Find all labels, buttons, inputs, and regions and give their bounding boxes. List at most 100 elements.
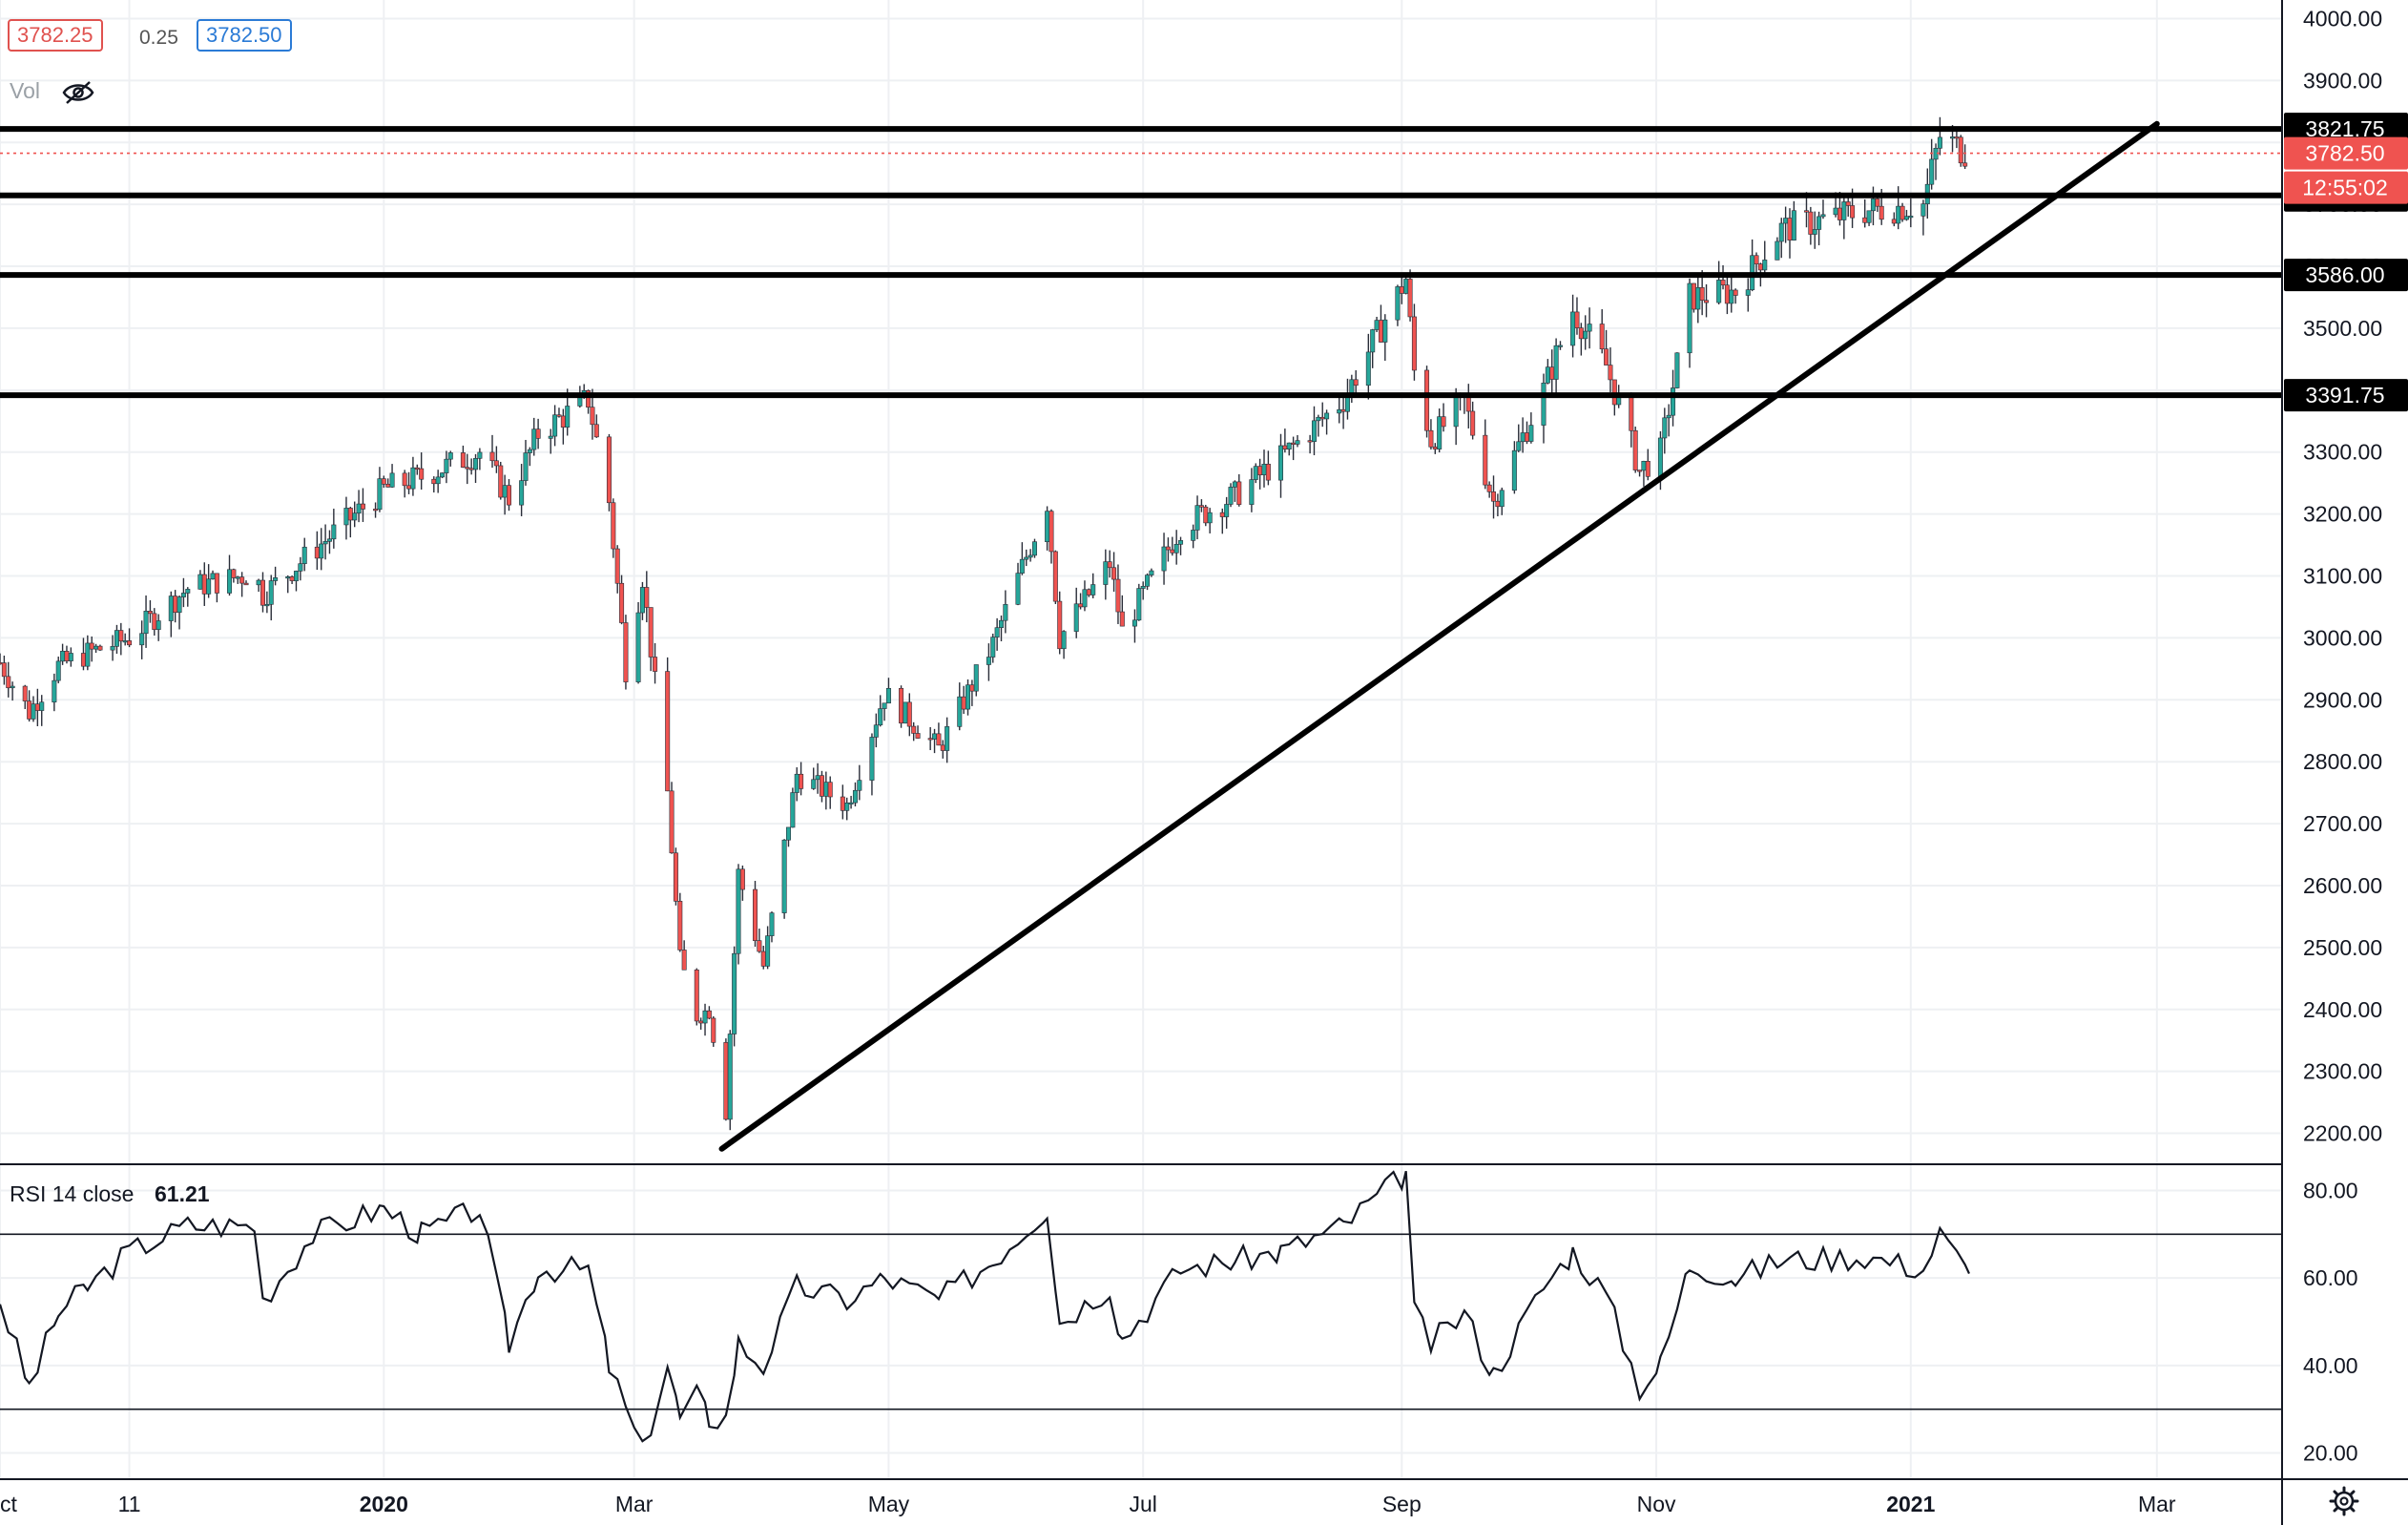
- horizontal-levels[interactable]: [0, 126, 2282, 399]
- candle-body: [1249, 479, 1255, 505]
- candle-body: [1716, 280, 1722, 303]
- candle-body: [1950, 136, 1956, 139]
- candle-body: [1929, 158, 1935, 185]
- candle-body: [1578, 327, 1584, 340]
- candle-body: [444, 458, 449, 473]
- candle-body: [477, 451, 483, 459]
- candle-body: [239, 576, 245, 584]
- candle-body: [1775, 240, 1780, 261]
- candle-body: [31, 703, 36, 720]
- candle-body: [1277, 445, 1283, 481]
- candle-body: [677, 901, 683, 951]
- candle-body: [1762, 260, 1768, 271]
- candle-body: [1486, 484, 1492, 492]
- candle-body: [882, 702, 887, 709]
- trendline[interactable]: [718, 120, 2160, 1152]
- time-tick-label: Nov: [1637, 1492, 1676, 1516]
- candle-body: [1545, 366, 1550, 384]
- candle-body: [1119, 611, 1125, 627]
- candle-body: [1908, 216, 1914, 219]
- candle-body: [1791, 210, 1796, 240]
- candle-body: [945, 726, 950, 751]
- candle-body: [1962, 162, 1968, 167]
- candle-body: [1891, 219, 1897, 224]
- candle-body: [711, 1017, 716, 1043]
- candle-body: [1316, 416, 1321, 422]
- candle-body: [97, 645, 103, 651]
- candle-body: [565, 406, 571, 428]
- candle-body: [1411, 316, 1417, 371]
- candle-body: [1803, 210, 1809, 213]
- candle-body: [1629, 396, 1634, 431]
- price-tick-label: 2300.00: [2303, 1059, 2382, 1084]
- candle-body: [994, 627, 1000, 637]
- candle-body: [973, 664, 979, 692]
- candle-body: [857, 780, 862, 791]
- rsi-tick-label: 40.00: [2303, 1353, 2358, 1378]
- candle-body: [1841, 201, 1847, 220]
- candle-body: [214, 573, 219, 594]
- candle-body: [619, 582, 625, 623]
- candle-body: [899, 687, 904, 724]
- candle-body: [1879, 205, 1884, 220]
- candle-body: [915, 733, 921, 739]
- candle-body: [1866, 210, 1872, 223]
- bid-price[interactable]: 3782.25: [8, 19, 103, 52]
- candle-body: [706, 1010, 712, 1019]
- candle-body: [1198, 505, 1204, 508]
- candle-body: [1632, 429, 1638, 470]
- ask-price[interactable]: 3782.50: [197, 19, 292, 52]
- gear-icon[interactable]: [2328, 1485, 2360, 1517]
- candle-body: [852, 789, 858, 804]
- rsi-tick-label: 80.00: [2303, 1179, 2358, 1203]
- level-badge-bg: [2284, 379, 2408, 412]
- time-tick-label: Oct: [0, 1492, 17, 1516]
- candle-body: [694, 969, 699, 1022]
- candle-body: [519, 480, 525, 506]
- candle-body: [1370, 329, 1376, 353]
- trendline-group[interactable]: [718, 120, 2160, 1152]
- candle-body: [1048, 511, 1054, 553]
- candle-body: [932, 733, 938, 740]
- candle-body: [1637, 470, 1643, 472]
- candle-body: [1073, 603, 1079, 632]
- candle-body: [493, 460, 499, 467]
- candle-body: [1570, 311, 1576, 346]
- candle-body: [757, 940, 762, 952]
- candle-body: [1140, 586, 1146, 589]
- candle-body: [1136, 588, 1142, 621]
- candle-body: [965, 684, 971, 710]
- candle-body: [1495, 500, 1501, 508]
- last-price-badge: 3782.50: [2305, 141, 2384, 166]
- candle-body: [753, 888, 758, 941]
- candle-body: [1745, 289, 1751, 296]
- candle-body: [1583, 330, 1588, 340]
- candle-body: [1754, 255, 1759, 264]
- candle-body: [736, 868, 741, 954]
- candle-body: [961, 696, 966, 710]
- candle-body: [1441, 416, 1446, 428]
- candle-body: [1666, 414, 1671, 419]
- candle-body: [322, 541, 328, 545]
- candle-body: [1812, 229, 1817, 235]
- candle-body: [1219, 512, 1225, 517]
- rsi-label: RSI 14 close: [10, 1181, 135, 1206]
- candle-body: [732, 952, 737, 1034]
- candle-body: [1671, 387, 1676, 416]
- candle-body: [440, 472, 446, 478]
- eye-off-icon[interactable]: [61, 80, 95, 105]
- candle-body: [1699, 287, 1705, 301]
- candle-body: [590, 407, 595, 426]
- candle-body: [1324, 412, 1330, 420]
- candle-body: [681, 950, 687, 971]
- candle-body: [1257, 466, 1263, 475]
- candle-body: [885, 687, 891, 704]
- candle-body: [1, 662, 7, 678]
- candle-body: [1236, 481, 1242, 505]
- candle-body: [118, 630, 124, 642]
- candle-body: [794, 773, 799, 793]
- candle-body: [264, 604, 270, 607]
- candle-body: [1850, 205, 1856, 219]
- candle-body: [1687, 282, 1692, 354]
